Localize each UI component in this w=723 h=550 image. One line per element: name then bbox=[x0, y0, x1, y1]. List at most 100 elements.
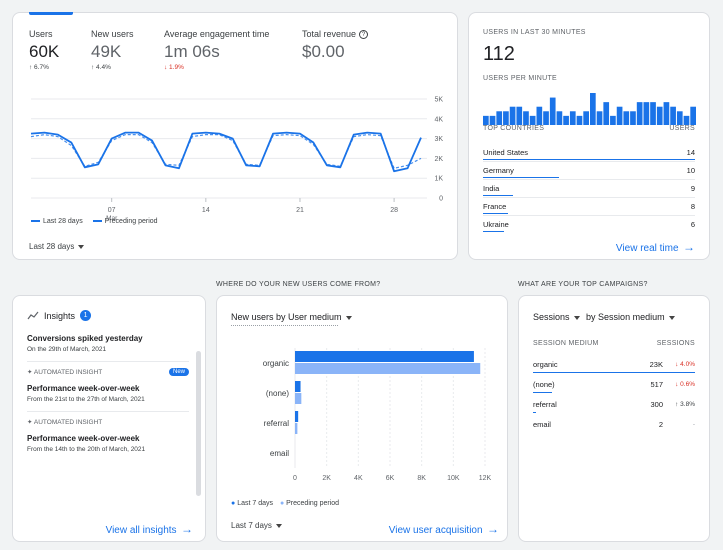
y-tick-label: 3K bbox=[434, 136, 443, 143]
minute-bar bbox=[616, 106, 623, 125]
category-label: organic bbox=[263, 359, 289, 368]
sessions-value: 23K bbox=[649, 359, 663, 369]
metric-label: Average engagement time bbox=[164, 29, 270, 39]
x-tick-label: 12K bbox=[479, 475, 492, 482]
legend-current-label: Last 28 days bbox=[43, 218, 83, 225]
sessions-dropdown-label: Sessions bbox=[533, 312, 570, 322]
minute-bar bbox=[590, 93, 596, 125]
countries-header-label: TOP COUNTRIES bbox=[483, 125, 545, 132]
sessions-header: SESSIONS bbox=[656, 340, 695, 347]
insights-header: Insights 1 bbox=[27, 310, 92, 321]
caret-down-icon bbox=[345, 315, 352, 320]
acquisition-selector-dropdown[interactable]: New users by User medium bbox=[231, 312, 352, 326]
overview-card: Users 60K ↑ 6.7% New users 49K ↑ 4.4% Av… bbox=[12, 12, 458, 260]
per-minute-label: USERS PER MINUTE bbox=[483, 75, 558, 82]
minute-bar bbox=[543, 111, 549, 125]
metric-users[interactable]: Users 60K ↑ 6.7% bbox=[29, 29, 59, 71]
session-medium-name: email bbox=[533, 419, 551, 429]
bar-previous[interactable] bbox=[295, 423, 298, 434]
acq-date-range-dropdown[interactable]: Last 7 days bbox=[231, 521, 282, 530]
campaigns-card: Sessions by Session medium SESSION MEDIU… bbox=[518, 295, 710, 542]
metric-new-users[interactable]: New users 49K ↑ 4.4% bbox=[91, 29, 134, 71]
bar-current[interactable] bbox=[295, 381, 301, 392]
country-users: 8 bbox=[690, 202, 695, 211]
minute-bar bbox=[610, 115, 616, 125]
dimension-dropdown[interactable]: by Session medium bbox=[586, 312, 675, 322]
session-share-bar bbox=[533, 411, 537, 413]
country-name: Germany bbox=[483, 166, 514, 175]
insight-tag-left: ✦ AUTOMATED INSIGHT bbox=[27, 418, 102, 426]
legend-dashed-swatch bbox=[92, 220, 102, 223]
insight-tag-label: AUTOMATED INSIGHT bbox=[33, 419, 103, 426]
sessions-change: - bbox=[692, 420, 695, 428]
minute-bar bbox=[523, 111, 529, 125]
x-tick-label: 14 bbox=[202, 207, 210, 214]
x-tick-label: 21 bbox=[296, 207, 304, 214]
new-badge: New bbox=[168, 368, 189, 376]
insights-list[interactable]: Conversions spiked yesterday On the 29th … bbox=[27, 328, 189, 498]
country-share-bar bbox=[483, 212, 509, 214]
acq-legend: ● Last 7 days ● Preceding period bbox=[231, 500, 339, 507]
view-real-time-link[interactable]: View real time → bbox=[616, 238, 695, 256]
minute-bar bbox=[516, 106, 523, 125]
country-row[interactable]: France 8 bbox=[483, 197, 695, 215]
minute-bar bbox=[503, 111, 509, 125]
insight-item[interactable]: ✦ AUTOMATED INSIGHT Performance week-over… bbox=[27, 412, 189, 461]
help-icon[interactable]: ? bbox=[359, 30, 369, 39]
session-share-bar bbox=[533, 371, 695, 373]
country-name: Ukraine bbox=[483, 220, 509, 229]
minute-bar bbox=[549, 97, 556, 125]
series-line-previous bbox=[30, 134, 422, 169]
view-all-insights-label: View all insights bbox=[105, 525, 177, 536]
country-name: United States bbox=[483, 147, 529, 157]
campaign-row[interactable]: email 2 - bbox=[533, 414, 695, 434]
minute-bar bbox=[536, 106, 543, 125]
arrow-right-icon: → bbox=[683, 240, 695, 254]
campaign-row[interactable]: referral 300 ↑ 3.8% bbox=[533, 394, 695, 414]
metric-label: Total revenue? bbox=[302, 29, 369, 39]
country-list: United States 14 Germany 10 India 9 France 8 Ukr… bbox=[483, 143, 695, 233]
country-row[interactable]: United States 14 bbox=[483, 143, 695, 161]
minute-bar bbox=[569, 111, 576, 125]
bar-current[interactable] bbox=[295, 411, 299, 422]
country-row[interactable]: Germany 10 bbox=[483, 161, 695, 179]
dimension-dropdown-label: by Session medium bbox=[586, 312, 665, 322]
country-row[interactable]: India 9 bbox=[483, 179, 695, 197]
view-user-acquisition-link[interactable]: View user acquisition → bbox=[389, 520, 499, 538]
category-label: (none) bbox=[266, 389, 289, 398]
campaigns-table: organic 23K ↓ 4.0% (none) 517 ↓ 0.6% referral 3… bbox=[533, 354, 695, 434]
campaign-row[interactable]: (none) 517 ↓ 0.6% bbox=[533, 374, 695, 394]
view-user-acquisition-label: View user acquisition bbox=[388, 525, 483, 536]
insight-title: Conversions spiked yesterday bbox=[27, 334, 143, 343]
x-tick-sublabel: Mar bbox=[106, 215, 118, 222]
bar-current[interactable] bbox=[295, 351, 474, 362]
campaign-row[interactable]: organic 23K ↓ 4.0% bbox=[533, 354, 695, 374]
insight-item[interactable]: ✦ AUTOMATED INSIGHT New Performance week-o… bbox=[27, 362, 189, 412]
insight-tag: ✦ AUTOMATED INSIGHT New bbox=[27, 368, 189, 376]
metric-value: 49K bbox=[91, 42, 122, 61]
country-row[interactable]: Ukraine 6 bbox=[483, 215, 695, 233]
new-users-bar-chart: 0 2K 4K 6K 8K 10K 12K organic (none) referral emai… bbox=[263, 348, 492, 482]
metric-engagement-time[interactable]: Average engagement time 1m 06s ↓ 1.9% bbox=[164, 29, 269, 71]
session-medium-name: (none) bbox=[533, 379, 555, 389]
date-range-dropdown[interactable]: Last 28 days bbox=[29, 242, 85, 251]
view-all-insights-link[interactable]: View all insights → bbox=[106, 520, 193, 538]
category-label: referral bbox=[264, 419, 290, 428]
metric-value: 1m 06s bbox=[164, 42, 220, 61]
minute-bar bbox=[676, 111, 683, 125]
country-users: 10 bbox=[686, 166, 695, 175]
sessions-dropdown[interactable]: Sessions bbox=[533, 312, 580, 322]
metric-total-revenue[interactable]: Total revenue? $0.00 bbox=[302, 29, 369, 62]
bar-previous[interactable] bbox=[295, 393, 302, 404]
minute-bar bbox=[489, 115, 496, 125]
bar-previous[interactable] bbox=[295, 363, 481, 374]
insights-scrollbar[interactable] bbox=[196, 351, 201, 496]
insight-item[interactable]: Conversions spiked yesterday On the 29th … bbox=[27, 328, 189, 362]
x-tick-label: 6K bbox=[386, 475, 395, 482]
acq-legend-current: Last 7 days bbox=[237, 500, 273, 507]
sessions-value: 300 bbox=[650, 399, 663, 409]
metric-value: 60K bbox=[29, 42, 60, 61]
chart-legend: Last 28 days Preceding period bbox=[31, 218, 158, 225]
minute-bar bbox=[496, 111, 503, 125]
